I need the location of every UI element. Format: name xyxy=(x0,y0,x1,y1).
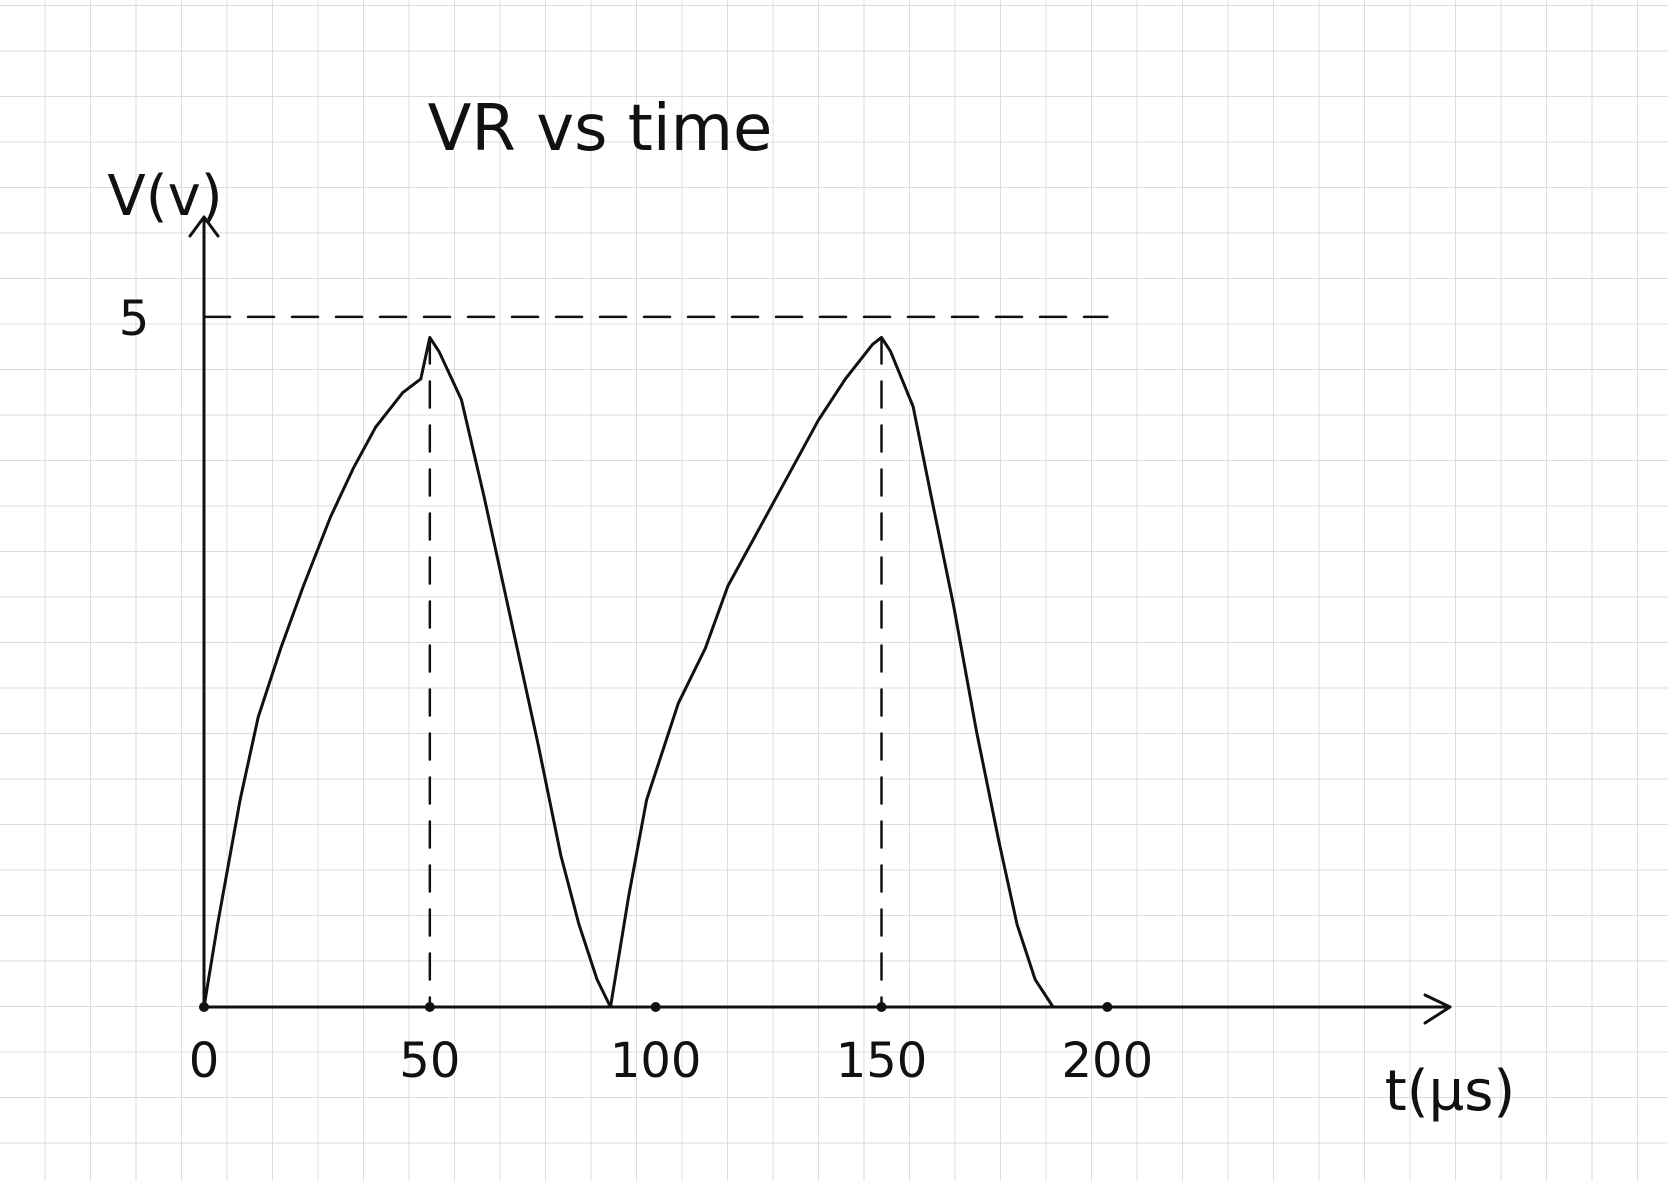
y-tick-label-5: 5 xyxy=(119,291,150,347)
series-layer xyxy=(202,336,1055,1009)
y-axis-arrowhead xyxy=(188,215,220,238)
axes xyxy=(188,215,1452,1025)
x-tick-label-200: 200 xyxy=(1062,1033,1154,1089)
series-line-0 xyxy=(202,336,1055,1009)
x-axis-arrowhead xyxy=(1423,993,1452,1025)
x-tick-dot-100 xyxy=(650,1002,661,1012)
x-tick-label-150: 150 xyxy=(836,1033,928,1089)
x-tick-label-0: 0 xyxy=(189,1033,220,1089)
x-tick-dot-0 xyxy=(199,1002,209,1012)
reference-lines xyxy=(202,315,1109,1009)
x-tick-label-50: 50 xyxy=(399,1033,460,1089)
tick-labels: 0 50 100 150 200 5 xyxy=(119,291,1153,1089)
x-tick-dot-150 xyxy=(876,1002,887,1012)
x-tick-dot-200 xyxy=(1102,1002,1113,1012)
x-tick-dot-50 xyxy=(424,1002,435,1012)
chart-title: VR vs time xyxy=(428,92,773,166)
x-tick-label-100: 100 xyxy=(610,1033,702,1089)
x-axis-label: t(µs) xyxy=(1385,1059,1515,1124)
